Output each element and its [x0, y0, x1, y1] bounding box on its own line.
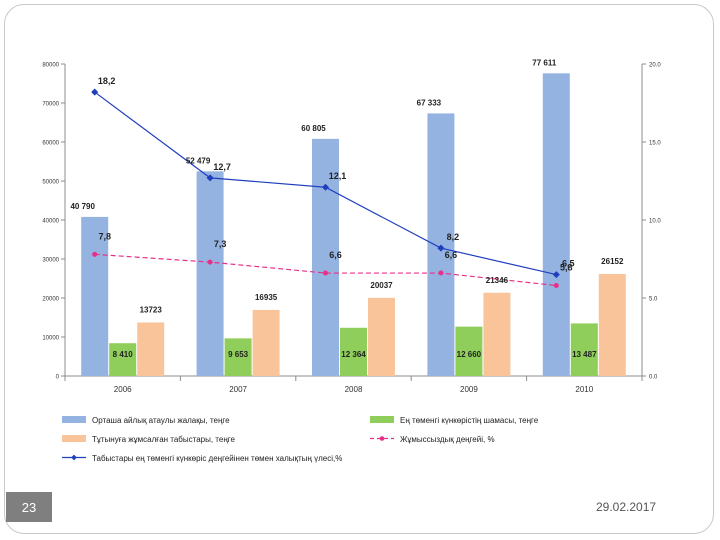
line-data-label: 12,1	[329, 171, 347, 181]
line-point	[323, 270, 328, 276]
y2-tick-label: 10.0	[649, 219, 661, 225]
y-tick-label: 30000	[42, 258, 59, 264]
bar-data-label: 26152	[601, 257, 624, 266]
line-point	[553, 283, 559, 289]
slide-date: 29.02.2017	[596, 500, 657, 514]
y2-tick-label: 15.0	[649, 141, 661, 147]
y-tick-label: 60000	[42, 141, 59, 147]
bar-data-label: 12 364	[341, 350, 366, 359]
bar-data-label: 16935	[255, 293, 278, 302]
slide-number: 23	[6, 492, 52, 522]
line-data-label: 6,5	[562, 259, 575, 269]
line-point	[321, 183, 330, 191]
bar	[196, 171, 224, 376]
x-tick-label: 2007	[229, 385, 247, 394]
bar	[542, 73, 570, 376]
bar-data-label: 13723	[140, 305, 163, 314]
bar-data-label: 20037	[370, 281, 393, 290]
slide-frame	[4, 4, 714, 534]
bar-data-label: 60 805	[301, 124, 326, 133]
bar	[137, 322, 165, 376]
series-line	[94, 253, 557, 287]
line-point	[92, 251, 98, 257]
y-tick-label: 0	[56, 375, 60, 381]
legend-swatch	[370, 416, 394, 423]
line-data-label: 6,6	[445, 250, 458, 260]
bar	[109, 343, 137, 376]
x-tick-label: 2008	[345, 385, 363, 394]
bar-data-label: 40 790	[70, 202, 95, 211]
legend-swatch	[62, 416, 86, 423]
bar	[252, 309, 280, 376]
y-tick-label: 20000	[42, 297, 59, 303]
x-tick-label: 2010	[575, 385, 593, 394]
y-tick-label: 10000	[42, 336, 59, 342]
y2-tick-label: 5.0	[649, 297, 658, 303]
line-data-label: 12,7	[213, 162, 231, 172]
bar	[598, 274, 626, 376]
legend-marker	[71, 454, 77, 461]
bar-data-label: 12 660	[457, 350, 482, 359]
y-tick-label: 40000	[42, 219, 59, 225]
legend-label: Орташа айлық атаулы жалақы, теңге	[92, 416, 230, 425]
bar	[81, 216, 109, 376]
legend-swatch	[62, 435, 86, 442]
y2-tick-label: 20.0	[649, 63, 661, 69]
bar	[570, 323, 598, 376]
legend-label: Ең төменгі күнкөрістің шамасы, теңге	[400, 416, 539, 425]
bar-data-label: 52 479	[186, 156, 211, 165]
line-point	[437, 244, 445, 252]
line-point	[207, 259, 213, 265]
line-point	[438, 270, 444, 276]
bar	[312, 138, 339, 376]
bar-data-label: 9 653	[228, 350, 249, 359]
bar-data-label: 8 410	[113, 350, 134, 359]
x-tick-label: 2006	[114, 385, 132, 394]
y-tick-label: 50000	[42, 180, 59, 186]
bar	[224, 338, 252, 376]
line-data-label: 7,8	[98, 231, 111, 241]
line-point	[552, 271, 560, 279]
line-data-label: 6,6	[329, 250, 342, 260]
y-tick-label: 80000	[42, 63, 59, 69]
bar-data-label: 77 611	[532, 58, 557, 67]
line-data-label: 5,8	[560, 263, 573, 273]
line-data-label: 8,2	[447, 232, 460, 242]
bar-data-label: 13 487	[572, 350, 597, 359]
legend-marker	[379, 436, 385, 441]
bar	[368, 297, 395, 376]
bar	[340, 327, 367, 376]
bar-data-label: 67 333	[417, 98, 442, 107]
line-point	[206, 174, 214, 182]
line-point	[91, 88, 99, 96]
line-data-label: 18,2	[98, 76, 116, 86]
legend-label: Табыстары ең төменгі күнкөріс деңгейінен…	[92, 454, 342, 463]
legend-label: Жұмыссыздық деңгейі, %	[400, 435, 495, 444]
bar	[455, 326, 483, 376]
y-tick-label: 70000	[42, 102, 59, 108]
x-tick-label: 2009	[460, 385, 478, 394]
bar-data-label: 21346	[486, 276, 509, 285]
line-data-label: 7,3	[214, 239, 227, 249]
legend-label: Тұтынуға жұмсалған табыстары, теңге	[92, 435, 235, 444]
y2-tick-label: 0.0	[649, 375, 658, 381]
bar	[483, 292, 511, 376]
